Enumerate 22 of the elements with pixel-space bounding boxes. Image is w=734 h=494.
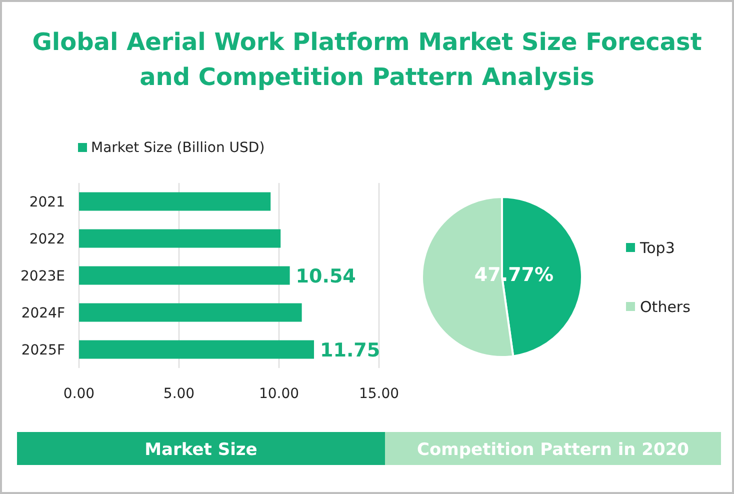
legend-label: Market Size (Billion USD)	[91, 140, 265, 156]
text: Market Size	[144, 440, 258, 460]
text: 10.54	[296, 266, 356, 288]
text: Competition Pattern in 2020	[417, 440, 690, 460]
legend-label: Top3	[639, 239, 675, 257]
y-tick-label: 2023E	[20, 268, 65, 284]
bar	[79, 229, 281, 248]
text: 11.75	[320, 340, 380, 362]
x-tick-label: 15.00	[358, 386, 400, 402]
bar	[79, 340, 314, 359]
bar	[79, 303, 302, 322]
bar	[79, 266, 290, 285]
bar	[79, 192, 271, 211]
y-tick-label: 2024F	[21, 306, 65, 322]
y-tick-label: 2021	[29, 194, 65, 210]
chart-title: Global Aerial Work Platform Market Size Forecast and Competition Pattern Analysis	[32, 28, 702, 91]
y-tick-label: 2025F	[21, 342, 65, 358]
legend-label: Others	[640, 298, 691, 316]
x-tick-label: 10.00	[258, 386, 300, 402]
x-tick-label: 5.00	[163, 386, 195, 402]
y-tick-label: 2022	[29, 232, 65, 248]
x-tick-label: 0.00	[63, 386, 95, 402]
